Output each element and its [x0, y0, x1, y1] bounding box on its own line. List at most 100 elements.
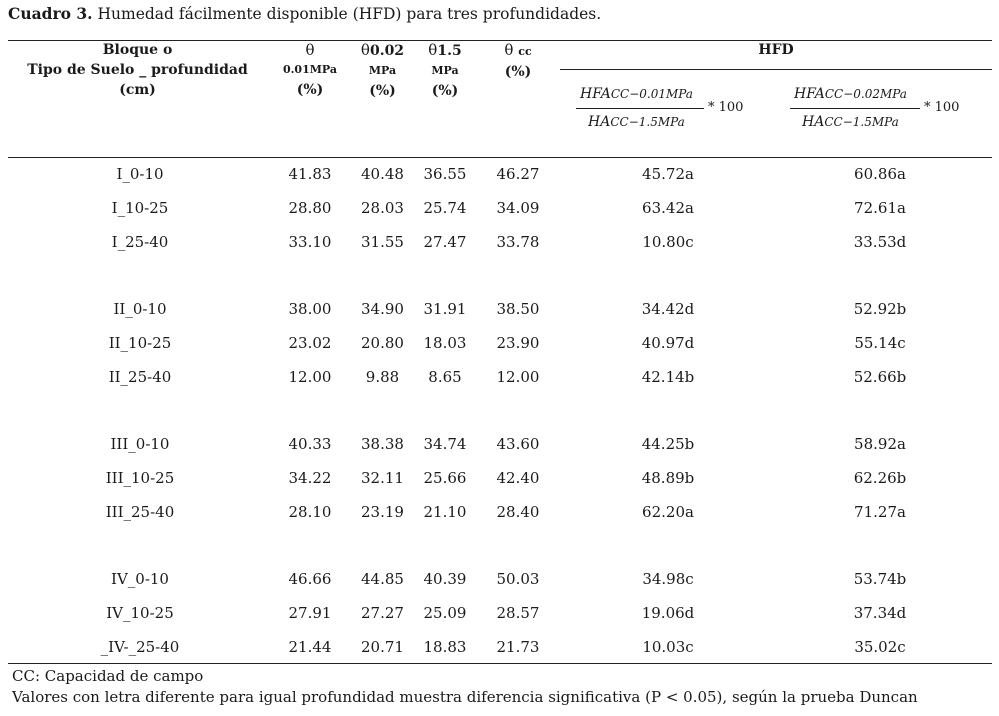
- cell-t3: 25.09: [423, 604, 467, 622]
- cell-t4: 43.60: [496, 435, 540, 453]
- cell-h1: 42.14b: [641, 368, 695, 386]
- header-theta-002-sub: 0.02: [369, 43, 405, 59]
- formula-hfd-002-numerator: HFACC−0.02MPa: [794, 86, 907, 102]
- cell-block: IV_0-10: [111, 570, 169, 588]
- formula-hfd-001-numerator: HFACC−0.01MPa: [580, 86, 693, 102]
- cell-t4: 28.40: [496, 503, 540, 521]
- cell-t1: 28.80: [288, 199, 332, 217]
- cell-block: _IV-_25-40: [100, 638, 180, 656]
- cell-block: I_25-40: [111, 233, 169, 251]
- cell-h1: 40.97d: [641, 334, 695, 352]
- cell-h2: 62.26b: [853, 469, 907, 487]
- formula-hfd-002-num-main: HFA: [794, 86, 825, 102]
- cell-block: IV_10-25: [106, 604, 174, 622]
- cell-h1: 34.98c: [642, 570, 694, 588]
- header-theta-cc-symbol: θ: [504, 41, 514, 59]
- note-duncan: Valores con letra diferente para igual p…: [12, 688, 918, 706]
- cell-t3: 18.03: [423, 334, 467, 352]
- cell-h2: 35.02c: [854, 638, 906, 656]
- formula-hfd-001: HFACC−0.01MPa HACC−1.5MPa * 100: [576, 86, 756, 142]
- header-theta-002-unit: (%): [369, 83, 396, 99]
- cell-block: II_10-25: [108, 334, 172, 352]
- cell-block: III_25-40: [105, 503, 175, 521]
- bottom-rule: [8, 663, 992, 664]
- header-theta-002-line2: MPa: [368, 64, 397, 77]
- cell-t1: 34.22: [288, 469, 332, 487]
- cell-t2: 34.90: [361, 300, 404, 318]
- cell-t1: 38.00: [288, 300, 332, 318]
- cell-t3: 21.10: [423, 503, 467, 521]
- cell-h2: 52.66b: [853, 368, 907, 386]
- cell-t4: 46.27: [496, 165, 540, 183]
- cell-h1: 19.06d: [641, 604, 695, 622]
- formula-hfd-001-den-sub: CC−1.5MPa: [610, 115, 685, 129]
- cell-t1: 33.10: [288, 233, 332, 251]
- cell-t2: 38.38: [361, 435, 404, 453]
- header-theta-002-symbol: θ: [360, 41, 370, 59]
- cell-t2: 20.80: [361, 334, 404, 352]
- cell-t2: 28.03: [361, 199, 404, 217]
- cell-t3: 8.65: [428, 368, 462, 386]
- cell-t4: 38.50: [496, 300, 540, 318]
- cell-t3: 18.83: [423, 638, 467, 656]
- cell-t4: 28.57: [496, 604, 540, 622]
- formula-hfd-002-den-main: HA: [802, 114, 825, 130]
- table-caption: Cuadro 3. Humedad fácilmente disponible …: [8, 4, 601, 23]
- cell-t1: 28.10: [288, 503, 332, 521]
- formula-hfd-002: HFACC−0.02MPa HACC−1.5MPa * 100: [790, 86, 975, 142]
- formula-hfd-001-bar: [576, 108, 704, 109]
- cell-h1: 10.80c: [642, 233, 694, 251]
- cell-t4: 34.09: [496, 199, 540, 217]
- cell-t2: 23.19: [361, 503, 404, 521]
- header-theta-15-line2: MPa: [431, 64, 459, 77]
- cell-t3: 25.74: [423, 199, 467, 217]
- cell-h2: 37.34d: [853, 604, 907, 622]
- header-block-line2: Tipo de Suelo _ profundidad: [27, 62, 248, 78]
- cell-t3: 40.39: [423, 570, 467, 588]
- cell-h2: 72.61a: [854, 199, 906, 217]
- cell-t4: 33.78: [496, 233, 540, 251]
- header-theta-001-symbol: θ: [305, 41, 315, 59]
- header-block-line1: Bloque o: [102, 42, 173, 58]
- cell-t1: 40.33: [288, 435, 332, 453]
- header-theta-cc-unit: (%): [504, 64, 532, 80]
- cell-t4: 42.40: [496, 469, 540, 487]
- header-theta-001-unit: (%): [296, 82, 324, 98]
- hfd-rule: [560, 69, 992, 70]
- header-theta-15-sub: 1.5: [437, 43, 462, 59]
- header-theta-15: θ1.5 MPa (%): [410, 40, 480, 101]
- cell-t3: 25.66: [423, 469, 467, 487]
- cell-t2: 40.48: [361, 165, 404, 183]
- cell-t4: 21.73: [496, 638, 540, 656]
- cell-h1: 62.20a: [642, 503, 694, 521]
- cell-t1: 27.91: [288, 604, 332, 622]
- header-rule: [8, 157, 992, 158]
- cell-h2: 53.74b: [853, 570, 907, 588]
- top-rule: [8, 40, 992, 41]
- cell-h2: 55.14c: [854, 334, 906, 352]
- cell-block: I_10-25: [111, 199, 169, 217]
- header-block: Bloque o Tipo de Suelo _ profundidad (cm…: [10, 40, 265, 100]
- cell-t1: 41.83: [288, 165, 332, 183]
- cell-h1: 63.42a: [642, 199, 694, 217]
- formula-hfd-001-mult: * 100: [708, 100, 744, 115]
- caption-label: Cuadro 3.: [8, 4, 93, 23]
- cell-t2: 9.88: [365, 368, 400, 386]
- cell-t4: 50.03: [496, 570, 540, 588]
- formula-hfd-002-mult: * 100: [924, 100, 960, 115]
- header-theta-002: θ0.02 MPa (%): [345, 40, 420, 101]
- cell-t4: 12.00: [496, 368, 540, 386]
- cell-h1: 48.89b: [641, 469, 695, 487]
- header-block-line3: (cm): [119, 82, 156, 98]
- cell-h1: 34.42d: [641, 300, 695, 318]
- header-theta-001-sub: 0.01MPa: [282, 63, 338, 76]
- header-theta-15-symbol: θ: [428, 41, 438, 59]
- header-theta-cc: θ cc (%): [478, 40, 558, 82]
- cell-t2: 44.85: [361, 570, 404, 588]
- formula-hfd-002-denominator: HACC−1.5MPa: [802, 114, 899, 130]
- formula-hfd-001-denominator: HACC−1.5MPa: [588, 114, 685, 130]
- formula-hfd-002-den-sub: CC−1.5MPa: [824, 115, 899, 129]
- formula-hfd-001-num-sub: CC−0.01MPa: [610, 87, 693, 101]
- cell-h2: 60.86a: [854, 165, 906, 183]
- header-theta-001: θ 0.01MPa (%): [270, 40, 350, 100]
